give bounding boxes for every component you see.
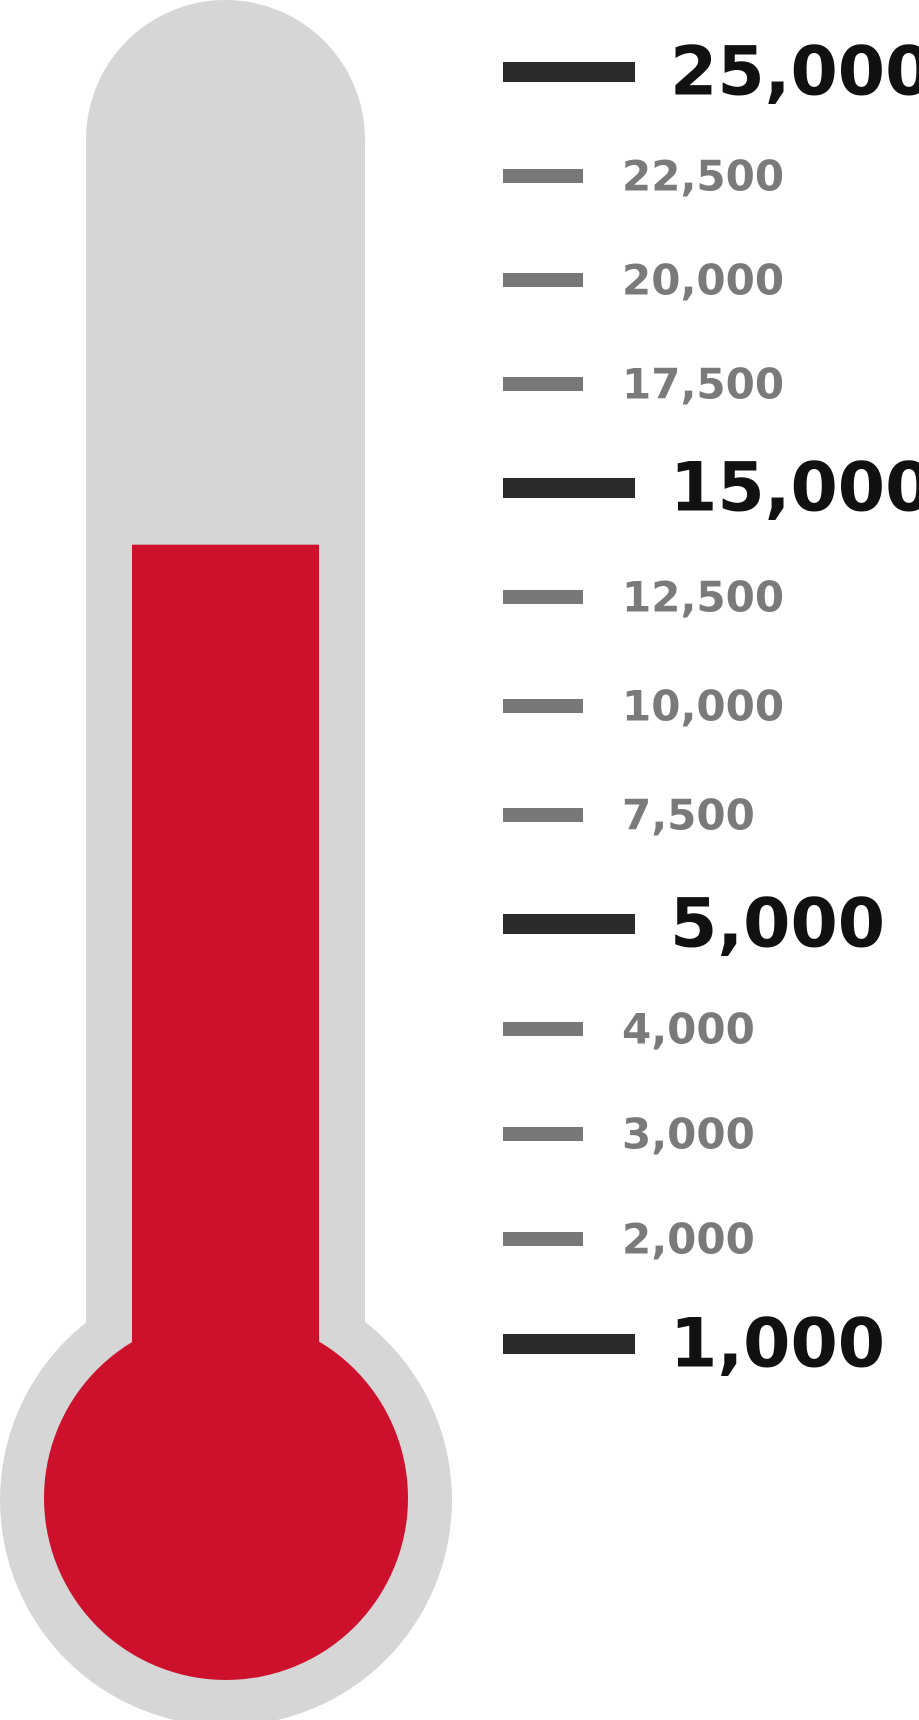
major-tick-label: 1,000 bbox=[670, 1305, 885, 1384]
major-tick bbox=[503, 1334, 635, 1354]
major-tick-label: 25,000 bbox=[670, 33, 919, 112]
minor-tick bbox=[503, 377, 583, 391]
minor-tick-label: 4,000 bbox=[622, 1005, 755, 1054]
minor-tick-label: 10,000 bbox=[622, 682, 784, 731]
major-tick-label: 5,000 bbox=[670, 885, 885, 964]
minor-tick-label: 17,500 bbox=[622, 360, 784, 409]
scale-ticks bbox=[503, 62, 635, 1354]
minor-tick bbox=[503, 699, 583, 713]
minor-tick bbox=[503, 1022, 583, 1036]
minor-tick bbox=[503, 273, 583, 287]
major-tick bbox=[503, 478, 635, 498]
fill-bulb bbox=[44, 1316, 408, 1680]
minor-tick-label: 12,500 bbox=[622, 573, 784, 622]
minor-tick-label: 7,500 bbox=[622, 791, 755, 840]
major-tick bbox=[503, 62, 635, 82]
minor-tick bbox=[503, 808, 583, 822]
scale-labels: 25,000 22,500 20,000 17,500 15,000 12,500 10,0… bbox=[622, 33, 919, 1384]
minor-tick-label: 2,000 bbox=[622, 1215, 755, 1264]
major-tick bbox=[503, 914, 635, 934]
minor-tick bbox=[503, 169, 583, 183]
minor-tick bbox=[503, 590, 583, 604]
minor-tick bbox=[503, 1127, 583, 1141]
major-tick-label: 15,000 bbox=[670, 449, 919, 528]
minor-tick bbox=[503, 1232, 583, 1246]
minor-tick-label: 20,000 bbox=[622, 256, 784, 305]
thermometer-fill bbox=[44, 544, 408, 1680]
minor-tick-label: 3,000 bbox=[622, 1110, 755, 1159]
minor-tick-label: 22,500 bbox=[622, 152, 784, 201]
